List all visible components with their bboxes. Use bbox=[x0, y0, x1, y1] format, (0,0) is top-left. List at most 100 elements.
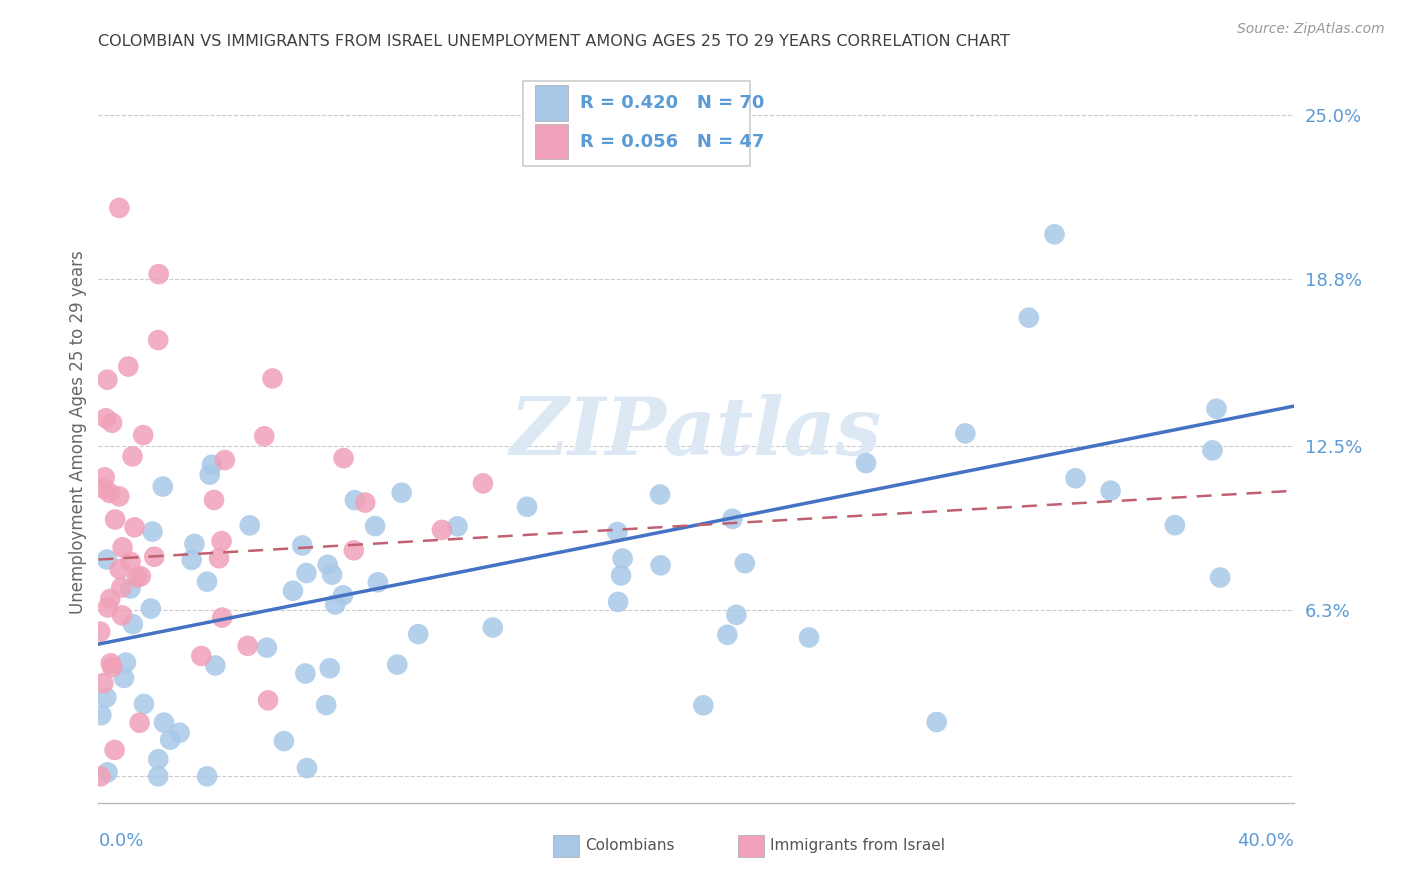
Point bbox=[253, 429, 276, 443]
Point bbox=[127, 570, 149, 584]
Point bbox=[152, 479, 174, 493]
Point bbox=[295, 761, 318, 775]
Point bbox=[96, 373, 118, 387]
Bar bbox=[534, 86, 568, 121]
Point bbox=[124, 520, 146, 534]
Point bbox=[239, 518, 262, 533]
Point bbox=[481, 621, 503, 635]
Point bbox=[273, 734, 295, 748]
Point bbox=[446, 519, 468, 533]
Point bbox=[132, 428, 155, 442]
Text: COLOMBIAN VS IMMIGRANTS FROM ISRAEL UNEMPLOYMENT AMONG AGES 25 TO 29 YEARS CORRE: COLOMBIAN VS IMMIGRANTS FROM ISRAEL UNEM… bbox=[98, 34, 1011, 49]
Point bbox=[132, 697, 155, 711]
Point bbox=[120, 582, 142, 596]
Point bbox=[1201, 443, 1223, 458]
Point bbox=[364, 519, 387, 533]
Point bbox=[204, 658, 226, 673]
Point bbox=[195, 769, 218, 783]
Point bbox=[117, 359, 139, 374]
Point bbox=[367, 575, 389, 590]
Point bbox=[141, 524, 163, 539]
Point bbox=[607, 595, 630, 609]
Point bbox=[1099, 483, 1122, 498]
Bar bbox=[534, 124, 568, 160]
Bar bbox=[738, 835, 763, 857]
Point bbox=[97, 600, 120, 615]
Point bbox=[146, 769, 169, 783]
Point bbox=[343, 543, 366, 558]
Point bbox=[195, 574, 218, 589]
Point bbox=[332, 451, 354, 466]
Point bbox=[294, 666, 316, 681]
Point bbox=[98, 486, 121, 500]
Point bbox=[236, 639, 259, 653]
Point bbox=[94, 411, 117, 425]
Point bbox=[855, 456, 877, 470]
Point bbox=[648, 487, 671, 501]
Point bbox=[98, 591, 121, 606]
Point bbox=[148, 267, 170, 281]
Point bbox=[925, 714, 948, 729]
Point bbox=[129, 569, 152, 583]
Point bbox=[692, 698, 714, 713]
Point bbox=[332, 588, 354, 602]
Y-axis label: Unemployment Among Ages 25 to 29 years: Unemployment Among Ages 25 to 29 years bbox=[69, 251, 87, 615]
Point bbox=[955, 426, 977, 441]
Point bbox=[391, 485, 413, 500]
Point bbox=[121, 450, 143, 464]
Point bbox=[257, 693, 280, 707]
Point bbox=[128, 715, 150, 730]
Point bbox=[319, 661, 342, 675]
Point bbox=[93, 482, 115, 496]
Point bbox=[96, 690, 118, 705]
Point bbox=[1064, 471, 1087, 485]
Point bbox=[111, 541, 134, 555]
Point bbox=[89, 624, 111, 639]
Point bbox=[101, 416, 124, 430]
Point bbox=[610, 568, 633, 582]
Point bbox=[121, 617, 143, 632]
Point bbox=[108, 562, 131, 576]
Point bbox=[316, 558, 339, 572]
Point bbox=[1164, 518, 1187, 533]
Text: R = 0.420   N = 70: R = 0.420 N = 70 bbox=[581, 95, 765, 112]
Point bbox=[1209, 570, 1232, 584]
Point bbox=[104, 512, 127, 526]
Text: Source: ZipAtlas.com: Source: ZipAtlas.com bbox=[1237, 22, 1385, 37]
Point bbox=[112, 671, 135, 685]
Point bbox=[104, 743, 127, 757]
Point bbox=[148, 333, 170, 347]
Point bbox=[721, 512, 744, 526]
Point bbox=[1205, 401, 1227, 416]
Point bbox=[94, 470, 117, 484]
Point bbox=[214, 453, 236, 467]
Point bbox=[734, 556, 756, 570]
Point bbox=[96, 765, 118, 780]
Point bbox=[430, 523, 453, 537]
Text: Immigrants from Israel: Immigrants from Israel bbox=[770, 838, 945, 854]
Point bbox=[202, 492, 225, 507]
Text: ZIPatlas: ZIPatlas bbox=[510, 394, 882, 471]
Point bbox=[183, 537, 205, 551]
Point bbox=[321, 567, 343, 582]
Point bbox=[153, 715, 176, 730]
Point bbox=[725, 607, 748, 622]
Point bbox=[295, 566, 318, 580]
Point bbox=[291, 538, 314, 552]
Point bbox=[281, 583, 304, 598]
Text: 40.0%: 40.0% bbox=[1237, 832, 1294, 850]
Point bbox=[111, 608, 134, 623]
Point bbox=[108, 490, 131, 504]
Point bbox=[612, 551, 634, 566]
Point bbox=[256, 640, 278, 655]
Bar bbox=[553, 835, 579, 857]
Point bbox=[211, 610, 233, 624]
Point bbox=[716, 628, 738, 642]
Point bbox=[143, 549, 166, 564]
FancyBboxPatch shape bbox=[523, 81, 749, 166]
Point bbox=[516, 500, 538, 514]
Point bbox=[96, 552, 118, 566]
Text: 0.0%: 0.0% bbox=[98, 832, 143, 850]
Point bbox=[262, 371, 284, 385]
Point bbox=[91, 676, 114, 690]
